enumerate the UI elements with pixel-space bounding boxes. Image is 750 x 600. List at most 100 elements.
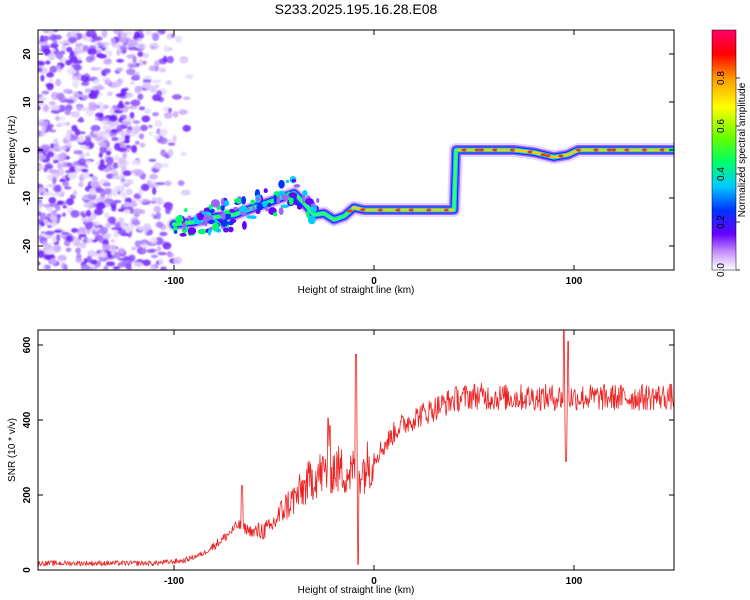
noise-blob: [153, 205, 161, 213]
noise-blob: [113, 251, 121, 259]
noise-blob: [78, 234, 87, 238]
snr-y-tick-label: 400: [22, 411, 33, 428]
hot-core: [646, 148, 653, 152]
noise-blob: [122, 183, 130, 187]
ridge-blob: [294, 199, 298, 205]
snr-y-axis-label: SNR (10 * v/v): [7, 418, 18, 482]
noise-blob: [142, 53, 150, 59]
hot-core: [659, 148, 666, 152]
ridge-blob: [251, 205, 256, 211]
hot-core: [364, 208, 371, 212]
noise-blob: [148, 158, 157, 162]
noise-blob: [38, 47, 42, 52]
spectrogram-y-tick-label: -20: [22, 238, 33, 253]
ridge-blob: [316, 197, 320, 203]
ridge-blob: [306, 210, 310, 218]
noise-blob: [89, 173, 94, 177]
noise-blob: [131, 246, 137, 251]
noise-blob: [45, 60, 51, 65]
noise-blob: [112, 266, 121, 270]
snr-x-tick-label: -100: [164, 576, 184, 587]
noise-blob: [103, 233, 112, 238]
noise-blob: [81, 168, 89, 173]
noise-blob: [52, 171, 60, 179]
noise-blob: [163, 55, 168, 63]
noise-blob: [141, 115, 151, 123]
noise-blob: [94, 187, 104, 193]
ridge-blob: [250, 199, 255, 205]
snr-x-tick-label: 100: [566, 576, 583, 587]
hot-core: [373, 208, 380, 212]
noise-blob: [98, 226, 109, 234]
ridge-blob: [182, 222, 187, 231]
noise-blob: [156, 90, 163, 97]
ridge-blob: [179, 232, 187, 237]
noise-blob: [46, 165, 52, 169]
noise-blob: [127, 105, 138, 110]
noise-blob: [68, 36, 78, 43]
noise-blob: [51, 49, 56, 53]
noise-blob: [153, 162, 163, 170]
noise-blob: [179, 55, 189, 64]
ridge-blob: [310, 204, 318, 214]
noise-blob: [129, 64, 139, 68]
ridge-blob: [173, 230, 178, 234]
noise-blob: [64, 133, 71, 141]
hot-core: [584, 148, 591, 152]
hot-core: [435, 208, 441, 212]
noise-blob: [79, 145, 90, 150]
ridge-blob: [201, 211, 211, 215]
noise-blob: [48, 77, 53, 84]
noise-blob: [180, 189, 191, 196]
noise-blob: [43, 47, 51, 56]
noise-blob: [167, 142, 176, 146]
noise-blob: [117, 228, 127, 235]
noise-blob: [126, 68, 136, 76]
noise-blob: [153, 135, 160, 140]
ridge-blob: [225, 212, 231, 219]
noise-blob: [47, 151, 55, 158]
ridge-blob: [263, 188, 268, 194]
noise-blob: [134, 31, 140, 39]
noise-blob: [59, 152, 67, 161]
noise-blob: [63, 88, 72, 94]
noise-blob: [78, 131, 86, 135]
noise-blob: [104, 198, 114, 204]
noise-blob: [101, 244, 111, 250]
noise-blob: [87, 201, 93, 207]
noise-blob: [150, 264, 156, 270]
noise-blob: [38, 234, 43, 241]
hot-core: [580, 148, 587, 152]
hot-core: [496, 148, 503, 152]
colorbar-frame: [711, 29, 737, 271]
noise-blob: [167, 138, 172, 143]
noise-blob: [73, 64, 82, 71]
noise-blob: [57, 254, 67, 262]
noise-blob: [41, 125, 47, 132]
noise-blob: [62, 181, 70, 187]
noise-blob: [78, 152, 86, 160]
noise-blob: [63, 264, 68, 270]
hot-core: [589, 148, 595, 152]
noise-blob: [132, 74, 140, 78]
noise-blob: [114, 154, 120, 161]
noise-blob: [38, 119, 45, 123]
noise-blob: [78, 116, 84, 122]
noise-blob: [75, 247, 82, 255]
ridge-blob: [296, 204, 303, 210]
noise-blob: [149, 173, 158, 180]
noise-blob: [105, 261, 116, 267]
noise-blob: [38, 105, 41, 111]
noise-blob: [125, 227, 135, 232]
noise-blob: [50, 169, 60, 173]
noise-blob: [70, 77, 78, 81]
noise-blob: [143, 223, 152, 232]
noise-blob: [185, 74, 194, 80]
noise-blob: [46, 72, 55, 78]
noise-blob: [40, 144, 51, 152]
noise-blob: [134, 240, 141, 248]
noise-blob: [106, 156, 114, 165]
noise-blob: [40, 155, 47, 160]
noise-blob: [152, 33, 160, 41]
noise-blob: [43, 191, 53, 197]
